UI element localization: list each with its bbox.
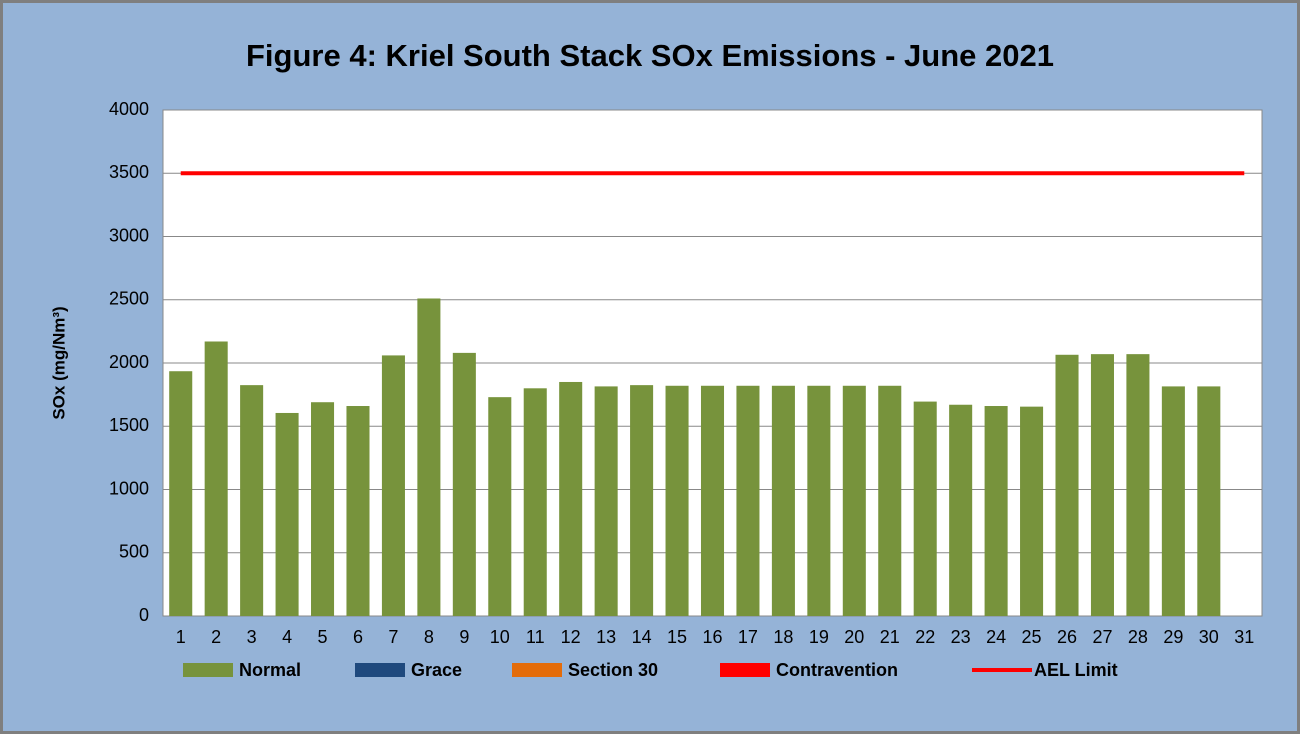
x-tick-label: 15 [667,627,687,647]
legend-label: Section 30 [568,660,658,680]
bar [736,385,760,616]
x-tick-label: 24 [986,627,1006,647]
y-tick-label: 1500 [109,415,149,435]
x-tick-label: 20 [844,627,864,647]
x-tick-label: 30 [1199,627,1219,647]
legend-swatch [355,663,405,677]
bar [204,341,228,616]
chart-title: Figure 4: Kriel South Stack SOx Emission… [246,38,1054,73]
bar [488,397,512,616]
bar [381,355,405,616]
y-tick-label: 3500 [109,162,149,182]
y-tick-label: 0 [139,605,149,625]
bar [275,412,299,616]
bar [1161,386,1185,616]
y-tick-label: 3000 [109,225,149,245]
bar [807,385,831,616]
x-tick-label: 23 [951,627,971,647]
bar [1020,406,1044,616]
legend-swatch [512,663,562,677]
x-tick-label: 16 [702,627,722,647]
y-tick-label: 500 [119,542,149,562]
bar [630,385,654,616]
bar [1126,354,1150,616]
x-tick-label: 7 [388,627,398,647]
y-tick-label: 1000 [109,478,149,498]
legend-label: Grace [411,660,462,680]
x-tick-label: 19 [809,627,829,647]
x-tick-label: 27 [1092,627,1112,647]
x-tick-label: 14 [632,627,652,647]
bar [913,401,937,616]
bar [771,385,795,616]
bar [878,385,902,616]
legend-swatch [720,663,770,677]
x-tick-label: 11 [526,627,545,647]
y-tick-label: 4000 [109,99,149,119]
x-tick-label: 31 [1234,627,1254,647]
bar [523,388,547,616]
y-tick-label: 2000 [109,352,149,372]
x-tick-label: 2 [211,627,221,647]
x-tick-label: 18 [773,627,793,647]
y-axis-label: SOx (mg/Nm³) [49,306,68,419]
bar [1090,354,1114,616]
bar [665,385,689,616]
bar [1197,386,1221,616]
x-tick-label: 29 [1163,627,1183,647]
bar [346,406,370,616]
x-tick-label: 3 [247,627,257,647]
bar [700,385,725,616]
x-tick-label: 22 [915,627,935,647]
bar [842,385,866,616]
x-tick-label: 4 [282,627,292,647]
x-tick-label: 9 [459,627,469,647]
legend-label: Normal [239,660,301,680]
x-tick-label: 1 [176,627,186,647]
bar [1055,354,1079,616]
bar [594,386,618,616]
bar [417,298,441,616]
x-tick-label: 8 [424,627,434,647]
bar [240,385,264,616]
bar [559,381,583,616]
x-tick-label: 25 [1022,627,1042,647]
x-tick-label: 12 [561,627,581,647]
legend-swatch [183,663,233,677]
legend-label: Contravention [776,660,898,680]
bar [169,371,193,616]
x-tick-label: 5 [318,627,328,647]
bar [311,402,335,616]
x-tick-label: 13 [596,627,616,647]
bar [949,404,973,616]
bar [984,406,1008,616]
x-tick-label: 21 [880,627,900,647]
y-tick-label: 2500 [109,289,149,309]
legend-label: AEL Limit [1034,660,1118,680]
x-tick-label: 10 [490,627,510,647]
x-tick-label: 26 [1057,627,1077,647]
x-tick-label: 17 [738,627,758,647]
x-tick-label: 6 [353,627,363,647]
x-tick-label: 28 [1128,627,1148,647]
bar [452,352,476,616]
